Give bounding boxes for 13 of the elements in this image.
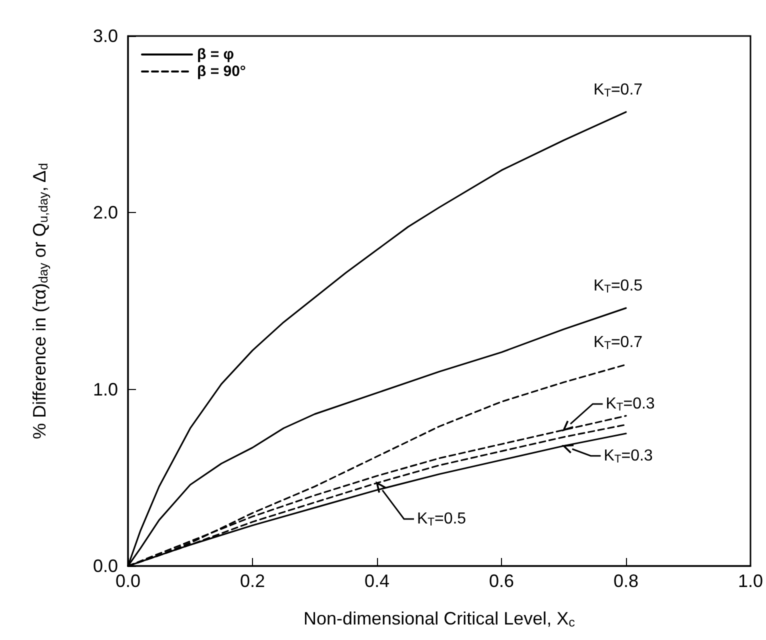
legend-label: β = 90° bbox=[197, 63, 246, 80]
x-tick-label: 0.8 bbox=[613, 571, 639, 591]
y-axis-title: % Difference in (τα)day or Qu,day, Δd bbox=[29, 162, 50, 440]
y-tick-label: 0.0 bbox=[92, 556, 118, 576]
y-tick-label: 3.0 bbox=[92, 26, 118, 46]
x-tick-label: 0.2 bbox=[240, 571, 266, 591]
x-tick-label: 0.6 bbox=[488, 571, 514, 591]
legend-label: β = φ bbox=[197, 46, 234, 63]
x-tick-label: 0.0 bbox=[115, 571, 141, 591]
y-tick-label: 1.0 bbox=[92, 379, 118, 400]
x-tick-label: 1.0 bbox=[738, 571, 764, 591]
y-tick-label: 2.0 bbox=[92, 202, 118, 223]
x-tick-label: 0.4 bbox=[364, 571, 390, 591]
